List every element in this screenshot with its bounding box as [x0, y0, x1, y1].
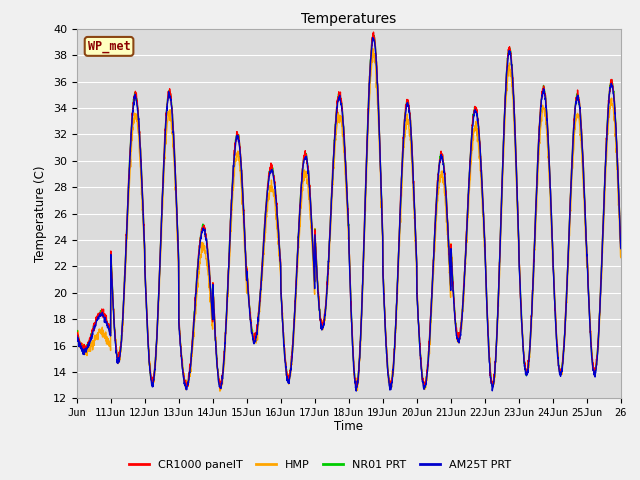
AM25T PRT: [73, 333, 81, 338]
HMP: [127, 147, 135, 153]
HMP: [382, 337, 390, 343]
Line: NR01 PRT: NR01 PRT: [77, 35, 621, 388]
CR1000 panelT: [544, 122, 552, 128]
HMP: [513, 199, 521, 204]
NR01 PRT: [127, 130, 135, 135]
NR01 PRT: [544, 124, 552, 130]
CR1000 panelT: [513, 183, 521, 189]
NR01 PRT: [610, 90, 618, 96]
Legend: CR1000 panelT, HMP, NR01 PRT, AM25T PRT: CR1000 panelT, HMP, NR01 PRT, AM25T PRT: [125, 456, 515, 474]
NR01 PRT: [513, 180, 521, 186]
NR01 PRT: [73, 328, 81, 334]
HMP: [245, 300, 253, 305]
CR1000 panelT: [370, 29, 378, 35]
NR01 PRT: [420, 385, 428, 391]
NR01 PRT: [244, 292, 252, 298]
HMP: [73, 333, 81, 338]
AM25T PRT: [127, 130, 135, 136]
HMP: [617, 255, 625, 261]
NR01 PRT: [617, 244, 625, 250]
AM25T PRT: [382, 335, 390, 340]
Text: WP_met: WP_met: [88, 40, 131, 53]
CR1000 panelT: [382, 331, 390, 337]
CR1000 panelT: [216, 386, 224, 392]
Y-axis label: Temperature (C): Temperature (C): [35, 165, 47, 262]
CR1000 panelT: [245, 295, 253, 301]
HMP: [544, 144, 552, 150]
NR01 PRT: [381, 328, 389, 334]
CR1000 panelT: [127, 131, 135, 136]
AM25T PRT: [610, 91, 618, 96]
HMP: [216, 388, 224, 394]
AM25T PRT: [617, 246, 625, 252]
AM25T PRT: [244, 294, 252, 300]
Line: AM25T PRT: AM25T PRT: [77, 37, 621, 391]
Line: CR1000 panelT: CR1000 panelT: [77, 32, 621, 389]
Line: HMP: HMP: [77, 48, 621, 391]
CR1000 panelT: [610, 90, 618, 96]
HMP: [610, 108, 618, 114]
Title: Temperatures: Temperatures: [301, 12, 396, 26]
AM25T PRT: [513, 183, 521, 189]
CR1000 panelT: [73, 330, 81, 336]
AM25T PRT: [369, 35, 376, 40]
HMP: [369, 46, 376, 51]
AM25T PRT: [544, 127, 552, 132]
X-axis label: Time: Time: [334, 420, 364, 432]
NR01 PRT: [370, 32, 378, 38]
CR1000 panelT: [617, 244, 625, 250]
AM25T PRT: [353, 388, 360, 394]
